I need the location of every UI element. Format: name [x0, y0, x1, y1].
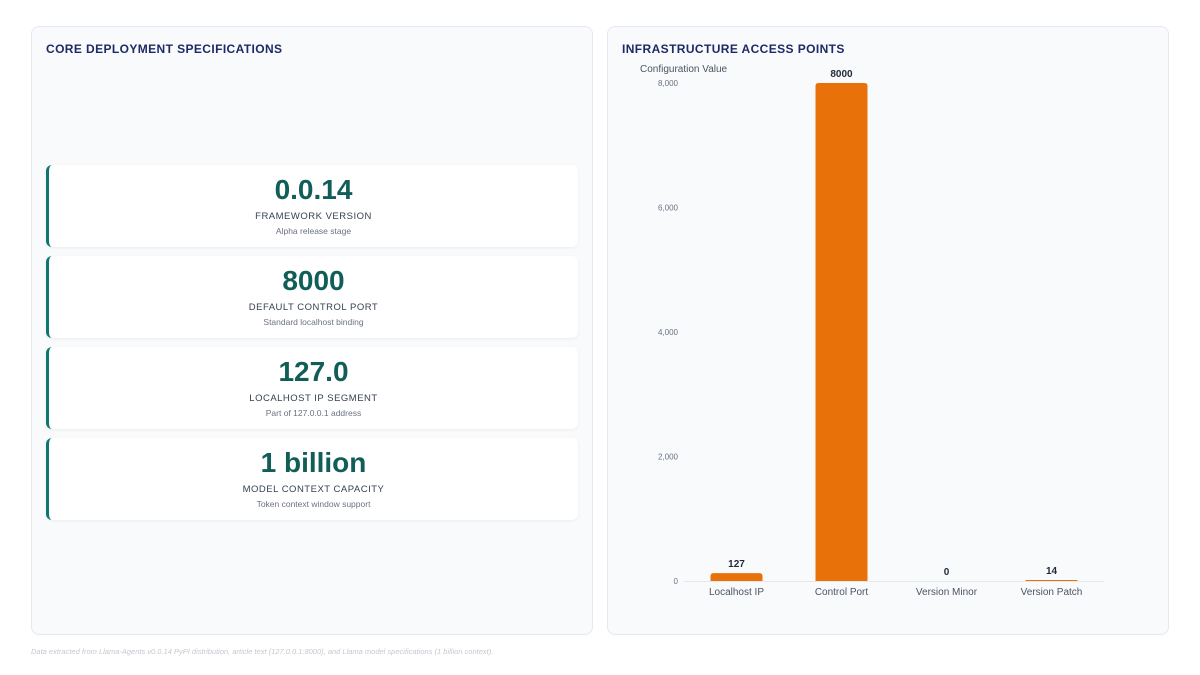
metric-subtext: Token context window support: [256, 499, 371, 509]
y-tick-label: 0: [674, 577, 679, 586]
metric-card-localhost-ip: 127.0 LOCALHOST IP SEGMENT Part of 127.0…: [46, 347, 578, 429]
source-footnote: Data extracted from Llama-Agents v0.0.14…: [31, 647, 494, 656]
y-tick-label: 8,000: [658, 79, 679, 88]
metric-subtext: Standard localhost binding: [263, 317, 364, 327]
y-axis-label: Configuration Value: [640, 64, 728, 75]
metric-value: 1 billion: [260, 447, 367, 478]
y-tick-label: 4,000: [658, 328, 679, 337]
panel-title-chart: INFRASTRUCTURE ACCESS POINTS: [622, 42, 845, 56]
deployment-specs-panel: CORE DEPLOYMENT SPECIFICATIONS 0.0.14 FR…: [31, 26, 593, 635]
metric-subtext: Part of 127.0.0.1 address: [265, 408, 362, 418]
panel-title-specs: CORE DEPLOYMENT SPECIFICATIONS: [46, 42, 283, 56]
metric-card-context-capacity: 1 billion MODEL CONTEXT CAPACITY Token c…: [46, 438, 578, 520]
metric-value: 127.0: [278, 356, 349, 387]
metric-label: MODEL CONTEXT CAPACITY: [242, 484, 385, 495]
bar-chart: Configuration Value 0 2,000 4,000 6,000 8,000…: [640, 64, 1104, 598]
metric-value: 0.0.14: [274, 174, 353, 205]
y-tick-label: 2,000: [658, 453, 679, 462]
metric-subtext: Alpha release stage: [275, 226, 352, 236]
data-label: 127: [728, 559, 745, 570]
metric-card-control-port: 8000 DEFAULT CONTROL PORT Standard local…: [46, 256, 578, 338]
metric-label: LOCALHOST IP SEGMENT: [249, 393, 378, 404]
metric-cards: 0.0.14 FRAMEWORK VERSION Alpha release s…: [46, 165, 578, 529]
metric-label: DEFAULT CONTROL PORT: [248, 302, 379, 313]
metric-label: FRAMEWORK VERSION: [255, 211, 372, 222]
x-tick-label: Control Port: [815, 587, 869, 598]
bar-localhost-ip: [710, 573, 763, 581]
x-tick-label: Version Patch: [1021, 587, 1083, 598]
data-label: 14: [1046, 566, 1058, 577]
bar-version-patch: [1025, 580, 1078, 581]
access-points-panel: INFRASTRUCTURE ACCESS POINTS Configurati…: [607, 26, 1169, 635]
data-label: 8000: [830, 69, 853, 80]
x-tick-label: Localhost IP: [709, 587, 764, 598]
metric-value: 8000: [282, 265, 345, 296]
metric-card-framework-version: 0.0.14 FRAMEWORK VERSION Alpha release s…: [46, 165, 578, 247]
bar-control-port: [815, 83, 868, 581]
y-tick-label: 6,000: [658, 204, 679, 213]
data-label: 0: [944, 567, 950, 578]
x-tick-label: Version Minor: [916, 587, 978, 598]
